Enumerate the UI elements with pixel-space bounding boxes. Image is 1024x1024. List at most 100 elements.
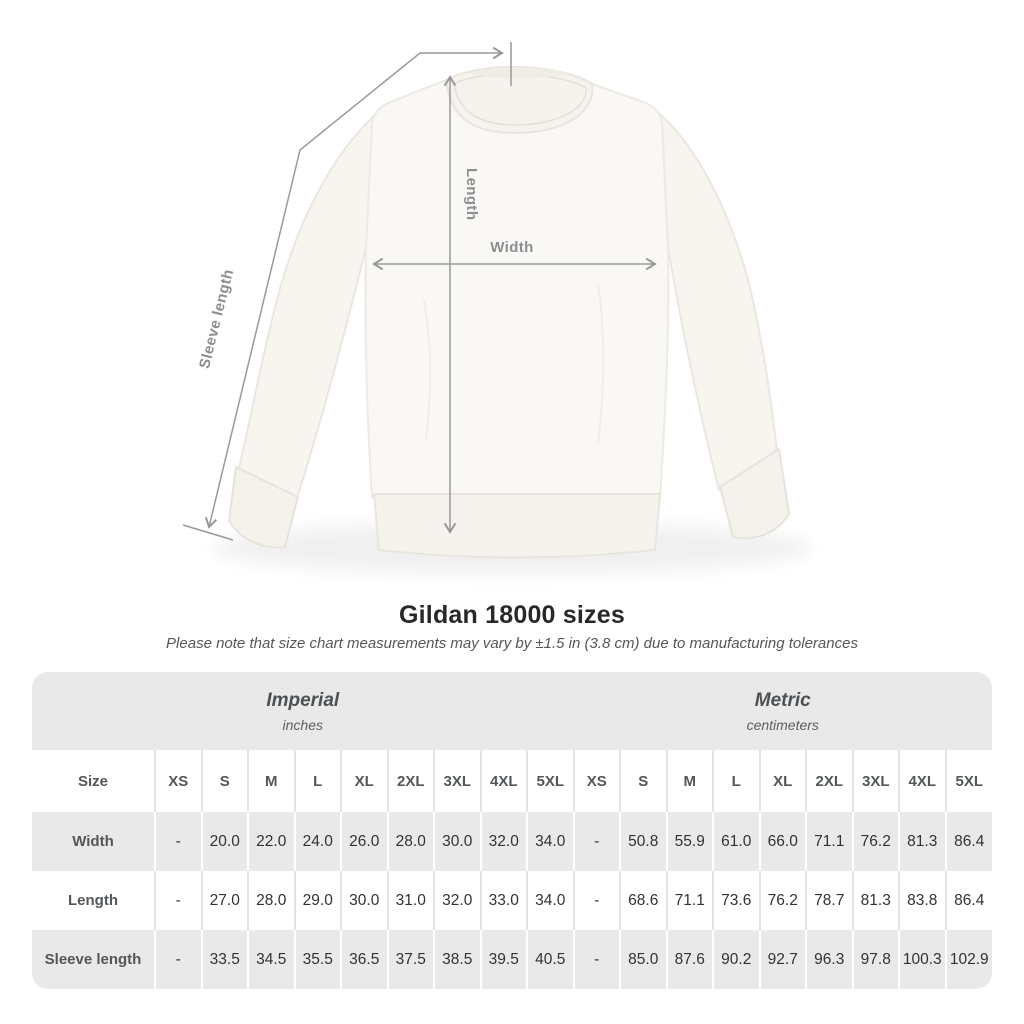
metric-label: Metric [754, 689, 811, 711]
measurement-cell: 81.3 [898, 812, 946, 871]
measurement-cell: 33.0 [479, 871, 527, 930]
measurement-cell: - [154, 871, 202, 930]
measurement-cell: 92.7 [758, 930, 806, 989]
size-col-header-metric-xs: XS [572, 750, 620, 812]
row-label-length: Length [68, 892, 118, 909]
measurement-cell: 35.5 [293, 930, 341, 989]
measurement-cell: 24.0 [293, 812, 341, 871]
measurement-cell: 102.9 [944, 930, 992, 989]
measurement-cell: 28.0 [247, 871, 295, 930]
measurement-cell: 28.0 [386, 812, 434, 871]
size-col-header-metric-s: S [619, 750, 667, 812]
measurement-row-sleeve-length: Sleeve length -33.5 34.5 35.5 36.5 37.5 38.5 39… [32, 930, 992, 989]
measurement-cell: 39.5 [479, 930, 527, 989]
measurement-cell: 87.6 [665, 930, 713, 989]
size-header-row: Size XS S M L XL 2XL 3XL 4XL 5XL XS S M L XL 2XL 3XL 4XL… [32, 750, 992, 812]
measurement-row-length: Length -27.0 28.0 29.0 30.0 31.0 32.0 33.0 34.0-… [32, 871, 992, 930]
row-label-width: Width [72, 833, 114, 850]
sleeve-length-measure-line [204, 46, 504, 529]
measurement-cell: 55.9 [665, 812, 713, 871]
measurement-cell: 33.5 [200, 930, 248, 989]
size-col-header-metric-xl: XL [758, 750, 806, 812]
product-diagram: Length Width Sleeve length [182, 42, 812, 574]
sleeve-length-label: Sleeve length [196, 267, 237, 370]
sweatshirt-illustration [228, 65, 790, 559]
measurement-cell: 71.1 [665, 871, 713, 930]
measurement-cell: - [154, 812, 202, 871]
measurement-cell: 50.8 [619, 812, 667, 871]
size-col-header-imperial-3xl: 3XL [433, 750, 481, 812]
measurement-cell: 26.0 [340, 812, 388, 871]
size-col-header-imperial-s: S [200, 750, 248, 812]
measurement-cell: 71.1 [805, 812, 853, 871]
measurement-cell: 81.3 [851, 871, 899, 930]
measurement-row-width: Width -20.0 22.0 24.0 26.0 28.0 30.0 32.0 34.0-5… [32, 812, 992, 871]
row-label-sleeve-length: Sleeve length [44, 951, 142, 968]
size-col-header-imperial-xl: XL [340, 750, 388, 812]
size-col-header-imperial-m: M [247, 750, 295, 812]
measurement-cell: 76.2 [758, 871, 806, 930]
width-label: Width [490, 239, 534, 256]
measurement-cell: 90.2 [712, 930, 760, 989]
measurement-cell: 38.5 [433, 930, 481, 989]
measurement-cell: 22.0 [247, 812, 295, 871]
measurement-cell: 96.3 [805, 930, 853, 989]
measurement-cell: 86.4 [944, 812, 992, 871]
measurement-cell: 34.0 [526, 812, 574, 871]
measurement-cell: 30.0 [433, 812, 481, 871]
measurement-cell: 76.2 [851, 812, 899, 871]
size-col-header-metric-m: M [665, 750, 713, 812]
metric-unit-label: centimeters [746, 716, 819, 733]
size-col-header-metric-3xl: 3XL [851, 750, 899, 812]
size-col-header-imperial-5xl: 5XL [526, 750, 574, 812]
measurement-lines [182, 42, 657, 541]
measurement-cell: 61.0 [712, 812, 760, 871]
measurement-cell: 31.0 [386, 871, 434, 930]
right-cuff [719, 448, 790, 540]
size-column-header: Size [77, 772, 108, 790]
hem-band [373, 493, 661, 559]
size-col-header-metric-4xl: 4XL [898, 750, 946, 812]
unit-header-metric: Metric centimeters [573, 672, 992, 750]
measurement-cell: 20.0 [200, 812, 248, 871]
size-col-header-imperial-xs: XS [154, 750, 202, 812]
measurement-cell: 37.5 [386, 930, 434, 989]
measurement-cell: 27.0 [200, 871, 248, 930]
measurement-cell: 29.0 [293, 871, 341, 930]
size-col-header-imperial-2xl: 2XL [386, 750, 434, 812]
measurement-cell: 36.5 [340, 930, 388, 989]
measurement-cell: 30.0 [340, 871, 388, 930]
measurement-cell: - [572, 930, 620, 989]
size-col-header-imperial-4xl: 4XL [479, 750, 527, 812]
page-title: Gildan 18000 sizes [399, 601, 625, 629]
unit-header-row: Imperial inches Metric centimeters [32, 672, 992, 750]
measurement-cell: 100.3 [898, 930, 946, 989]
measurement-cell: - [154, 930, 202, 989]
measurement-cell: 32.0 [433, 871, 481, 930]
measurement-cell: 68.6 [619, 871, 667, 930]
measurement-cell: 86.4 [944, 871, 992, 930]
sleeve-cuff-tick [182, 524, 234, 541]
size-col-header-metric-2xl: 2XL [805, 750, 853, 812]
measurement-cell: 97.8 [851, 930, 899, 989]
measurement-cell: 34.5 [247, 930, 295, 989]
measurement-cell: 66.0 [758, 812, 806, 871]
imperial-label: Imperial [266, 689, 340, 711]
measurement-cell: 85.0 [619, 930, 667, 989]
measurement-cell: 34.0 [526, 871, 574, 930]
unit-header-imperial: Imperial inches [32, 672, 574, 750]
measurement-cell: 83.8 [898, 871, 946, 930]
size-table: Imperial inches Metric centimeters Size … [32, 672, 992, 989]
size-col-header-metric-l: L [712, 750, 760, 812]
size-col-header-metric-5xl: 5XL [944, 750, 992, 812]
length-label: Length [463, 168, 480, 220]
size-table-body: Width -20.0 22.0 24.0 26.0 28.0 30.0 32.0 34.0-5… [32, 812, 992, 989]
imperial-unit-label: inches [282, 716, 323, 733]
measurement-cell: 78.7 [805, 871, 853, 930]
measurement-cell: 40.5 [526, 930, 574, 989]
size-col-header-imperial-l: L [293, 750, 341, 812]
measurement-cell: - [572, 871, 620, 930]
right-sleeve [645, 102, 778, 491]
tolerance-note: Please note that size chart measurements… [166, 635, 858, 652]
